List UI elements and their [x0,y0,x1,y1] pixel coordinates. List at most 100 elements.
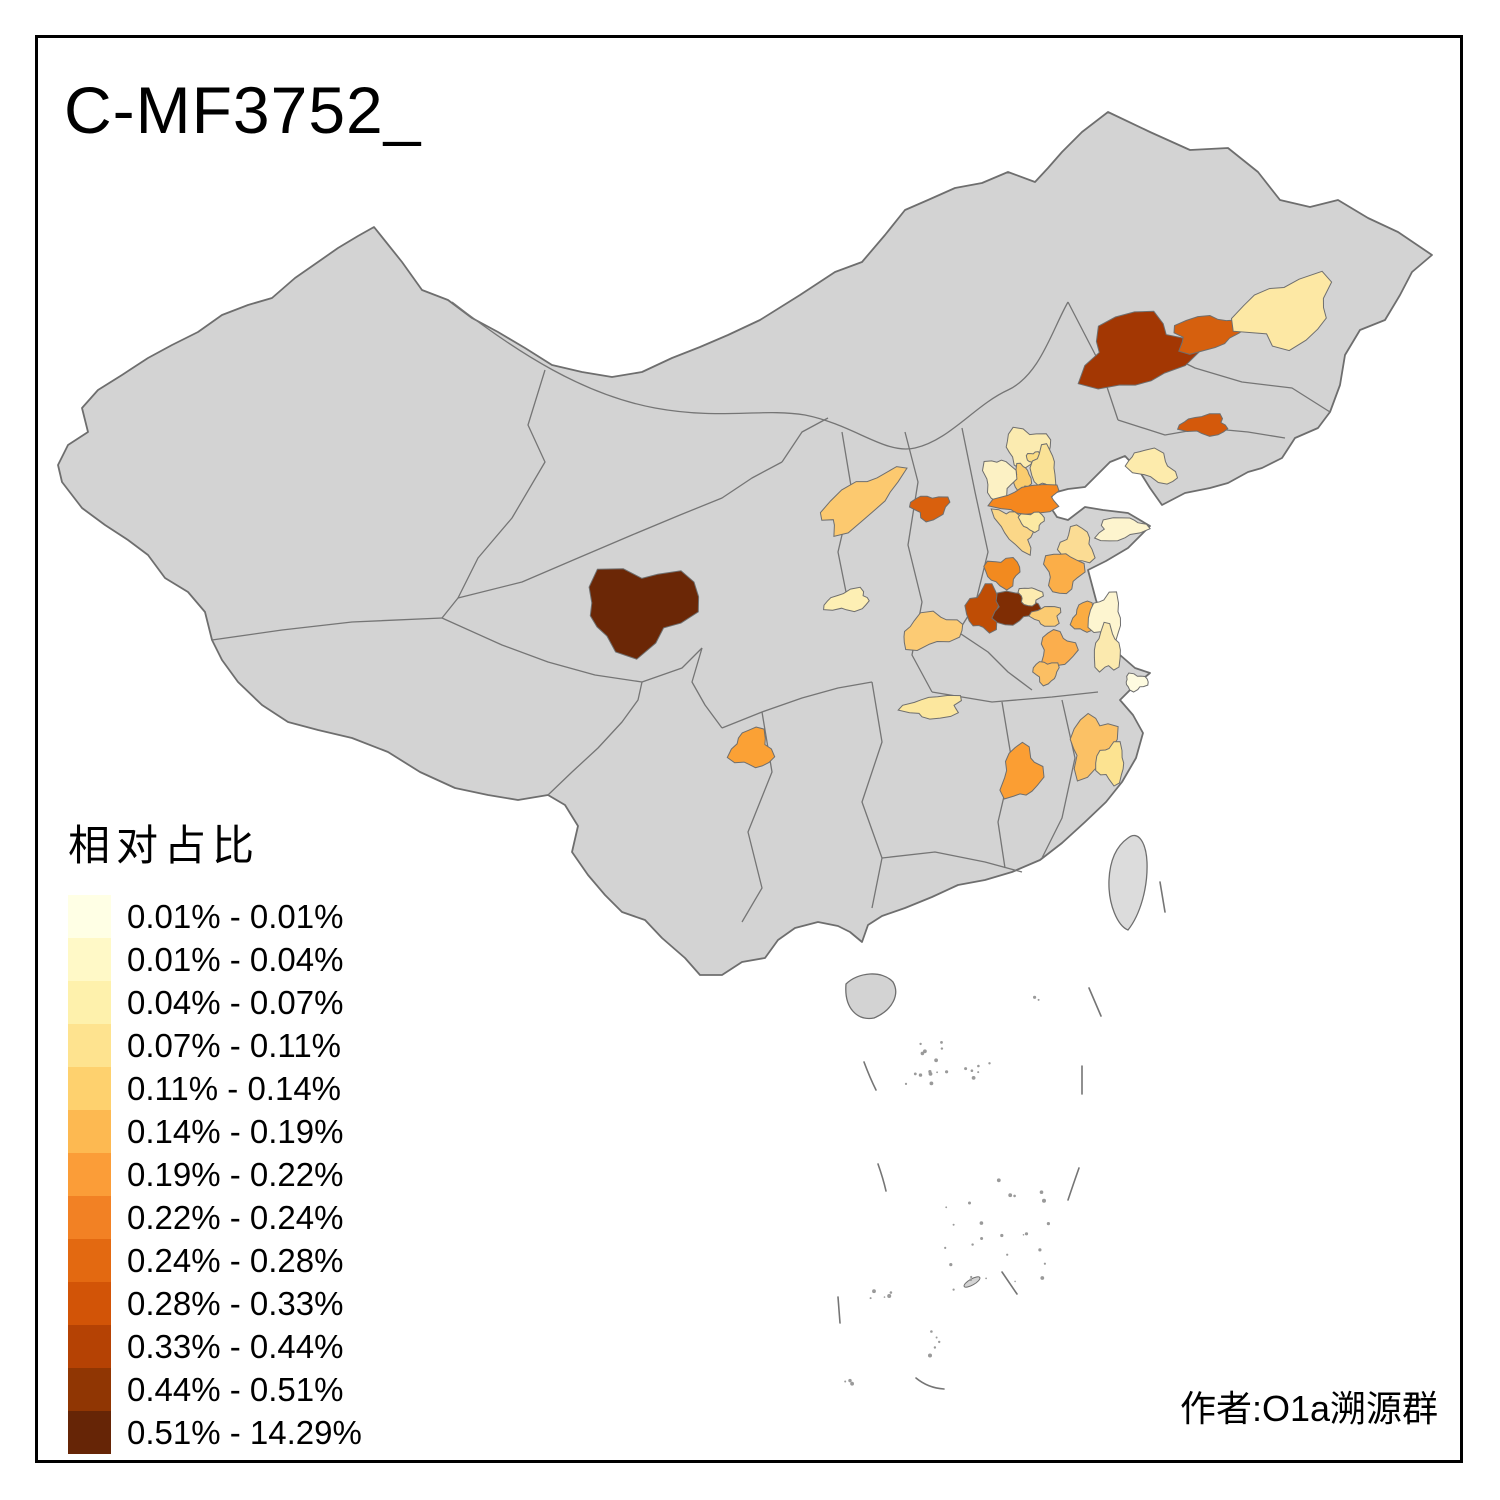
island-speck [938,1340,941,1344]
island-speck [949,1263,953,1267]
map-region-zhengzhou-lightorange [1028,605,1062,627]
legend-label: 0.51% - 14.29% [127,1413,362,1451]
legend-row: 0.28% - 0.33% [68,1282,362,1325]
map-region-central-dark-red [964,583,1000,634]
legend-swatch [68,1282,111,1325]
legend-swatch [68,1153,111,1196]
island-speck [977,1064,980,1068]
legend-row: 0.51% - 14.29% [68,1411,362,1454]
island-speck [1013,1194,1016,1198]
map-region-qinghai-dark [588,568,700,660]
map-region-hefei-orange [1032,661,1060,687]
island-speck [935,1336,938,1339]
island-speck [1042,1198,1046,1203]
map-region-jiangsu-mid-pale [1093,621,1121,673]
legend-row: 0.19% - 0.22% [68,1153,362,1196]
legend-row: 0.01% - 0.04% [68,938,362,981]
legend-label: 0.28% - 0.33% [127,1284,344,1322]
island-speck [930,1330,933,1333]
island-speck [919,1042,922,1046]
legend-swatch [68,1110,111,1153]
map-region-liaodong-pale [1124,447,1179,485]
island-speck [980,1237,984,1240]
island-speck [977,1071,980,1074]
legend-label: 0.11% - 0.14% [127,1069,342,1107]
island-speck [952,1223,955,1226]
legend: 相对占比 0.01% - 0.01% 0.01% - 0.04% 0.04% - 0… [68,812,362,1454]
island-speck [1008,1193,1013,1198]
island-speck [889,1291,893,1294]
legend-row: 0.01% - 0.01% [68,895,362,938]
island-speck [952,1288,955,1291]
map-region-shaanxi-north [819,466,908,537]
map-region-ne-orange [1173,314,1251,355]
island-speck [1014,1280,1016,1283]
legend-label: 0.24% - 0.28% [127,1241,344,1279]
legend-row: 0.33% - 0.44% [68,1325,362,1368]
map-region-hubei-pale [897,694,962,720]
legend-row: 0.07% - 0.11% [68,1024,362,1067]
island-speck [971,1243,974,1246]
island-speck [1039,1190,1044,1194]
legend-row: 0.24% - 0.28% [68,1239,362,1282]
island-speck [850,1381,854,1386]
island-speck [887,1294,892,1298]
legend-row: 0.22% - 0.24% [68,1196,362,1239]
island-speck [945,1070,949,1074]
sea-boundary-dashes [837,881,1166,1390]
legend-swatch [68,1368,111,1411]
island-speck [971,1076,976,1080]
map-region-shanghai-cream [1125,672,1149,693]
map-region-hebei-orange [987,483,1060,515]
map-region-fujian-pale [1095,741,1125,787]
island-speck [940,1041,943,1044]
island-speck [970,1069,974,1072]
island-speck [1038,1248,1042,1252]
taiwan-island [1108,834,1148,931]
map-region-chongqing-orange [726,726,776,769]
island-speck [968,1201,971,1205]
hainan-island [845,973,897,1020]
island-speck [945,1206,948,1209]
island-speck [1000,1233,1004,1238]
legend-swatch [68,1411,111,1454]
map-region-small-dark-orange [908,495,951,523]
island-speck [883,1296,886,1298]
legend-label: 0.07% - 0.11% [127,1026,342,1064]
island-speck [970,1275,973,1279]
island-speck [940,1047,944,1050]
page-title: C-MF3752_ [64,73,422,147]
legend-label: 0.22% - 0.24% [127,1198,344,1236]
legend-label: 0.19% - 0.22% [127,1155,344,1193]
legend-swatch [68,895,111,938]
island-speck [872,1289,876,1294]
legend-swatch [68,1024,111,1067]
island-speck [1037,998,1040,1001]
island-speck [1033,995,1037,999]
legend-label: 0.44% - 0.51% [127,1370,344,1408]
island-speck [869,1297,872,1300]
island-speck [933,1346,937,1349]
island-speck [1006,1253,1009,1256]
legend-row: 0.11% - 0.14% [68,1067,362,1110]
island-speck [1024,1232,1029,1236]
legend-swatch [68,938,111,981]
legend-label: 0.01% - 0.01% [127,897,344,935]
island-speck [1043,1262,1046,1265]
legend-row: 0.14% - 0.19% [68,1110,362,1153]
legend-row: 0.04% - 0.07% [68,981,362,1024]
island-speck [848,1378,852,1383]
map-region-ne-pale-yellow [1230,270,1333,352]
island-speck [1046,1222,1050,1226]
legend-label: 0.04% - 0.07% [127,983,344,1021]
map-region-shanxi-cream [823,586,870,613]
attribution: 作者:O1a溯源群 [1179,1388,1438,1429]
island-speck [844,1380,847,1383]
island-speck [920,1051,925,1056]
legend-label: 0.33% - 0.44% [127,1327,344,1365]
island-speck [934,1058,938,1063]
island-speck [985,1277,987,1280]
island-speck [944,1246,947,1249]
